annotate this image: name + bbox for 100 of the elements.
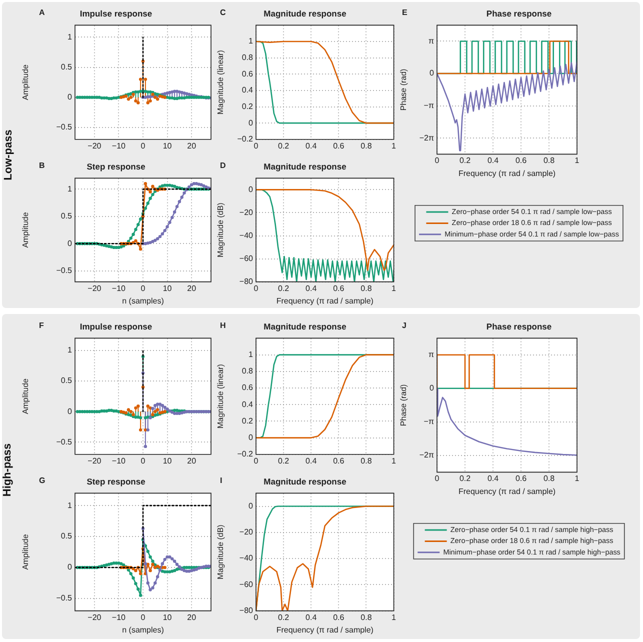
- x-tick-label: 0.6: [515, 156, 528, 166]
- y-axis-title: Magnitude (dB): [216, 524, 226, 580]
- y-axis-title: Magnitude (linear): [216, 364, 226, 429]
- y-tick-label: −20: [239, 528, 254, 537]
- y-tick-label: π: [428, 350, 434, 360]
- x-tick-label: 0.4: [306, 456, 318, 466]
- y-tick-label: 1: [68, 500, 73, 510]
- x-tick-label: 0: [140, 456, 146, 466]
- y-tick-label: 0.4: [242, 86, 254, 95]
- y-tick-label: −0.2: [237, 450, 254, 459]
- x-axis-title: Frequency (π rad / sample): [458, 486, 556, 496]
- x-tick-label: −10: [112, 456, 126, 466]
- chart-title: Impulse response: [80, 8, 152, 18]
- x-tick-label: 0.8: [360, 456, 372, 466]
- y-tick-label: −0.5: [56, 437, 73, 446]
- x-tick-label: 1: [574, 156, 580, 166]
- y-tick-label: 0.5: [60, 376, 73, 386]
- x-tick-label: 0.8: [543, 156, 556, 166]
- text: F: [39, 321, 44, 330]
- y-axis-title: Magnitude (linear): [216, 50, 226, 115]
- y-tick-label: 0: [68, 238, 73, 248]
- text: I: [220, 476, 222, 485]
- y-axis-title: Amplitude: [21, 378, 30, 414]
- y-tick-label: 0.6: [242, 383, 254, 392]
- y-axis-title: Amplitude: [21, 534, 30, 570]
- y-axis-title: Magnitude (dB): [216, 202, 226, 258]
- x-tick-label: 0.6: [333, 612, 345, 622]
- x-tick-label: 0.4: [487, 474, 500, 484]
- x-tick-label: 0.4: [306, 284, 318, 293]
- y-tick-label: π: [428, 36, 434, 46]
- x-tick-label: 0.6: [333, 141, 345, 150]
- text: D: [220, 161, 226, 170]
- y-tick-label: 0.8: [242, 366, 254, 376]
- chart-title: Phase response: [486, 321, 552, 332]
- y-tick-label: 0: [68, 562, 73, 572]
- y-tick-label: 0: [430, 68, 435, 78]
- x-tick-label: 20: [187, 456, 197, 466]
- text: G: [39, 476, 46, 485]
- y-tick-label: −0.5: [56, 122, 73, 132]
- y-tick-label: 0: [68, 92, 73, 102]
- x-tick-label: −10: [112, 141, 126, 150]
- chart-title: Magnitude response: [264, 321, 347, 332]
- x-axis-title: Frequency (π rad / sample): [458, 168, 556, 178]
- chart-title: Step response: [86, 161, 146, 172]
- y-tick-label: 1: [248, 350, 254, 360]
- x-tick-label: 0.4: [306, 141, 318, 150]
- x-tick-label: 10: [162, 284, 172, 293]
- y-tick-label: −60: [239, 580, 254, 589]
- y-tick-label: −80: [239, 606, 254, 616]
- x-tick-label: 1: [392, 456, 397, 466]
- x-tick-label: 0.4: [487, 156, 500, 166]
- text: E: [402, 8, 408, 17]
- y-tick-label: 0.5: [60, 532, 73, 541]
- x-axis-title: Frequency (π rad / sample): [276, 625, 374, 634]
- x-tick-label: 0.2: [278, 141, 290, 150]
- y-tick-label: 1: [248, 36, 254, 46]
- x-tick-label: 0: [140, 141, 146, 150]
- x-tick-label: 0.8: [543, 474, 556, 484]
- y-axis-title: Amplitude: [21, 64, 30, 100]
- text: A: [39, 8, 45, 17]
- x-tick-label: −10: [112, 284, 126, 293]
- text: B: [39, 161, 45, 170]
- y-tick-label: 0.8: [242, 53, 254, 62]
- y-axis-title: Phase (rad): [399, 68, 408, 111]
- y-tick-label: −20: [239, 208, 254, 217]
- y-tick-label: −40: [239, 230, 254, 240]
- x-tick-label: 0: [140, 284, 146, 293]
- x-tick-label: 1: [574, 474, 580, 484]
- y-axis-title: Amplitude: [21, 212, 30, 248]
- x-tick-label: 1: [392, 284, 397, 293]
- chart-title: Magnitude response: [264, 161, 347, 172]
- x-tick-label: 0.6: [333, 456, 345, 466]
- chart-title: Magnitude response: [264, 8, 347, 18]
- x-tick-label: 0.2: [278, 612, 290, 622]
- y-tick-label: 0.2: [242, 102, 254, 111]
- y-tick-label: 0: [68, 406, 73, 416]
- y-tick-label: 0.5: [60, 212, 73, 221]
- y-tick-label: −80: [239, 277, 254, 286]
- chart-title: Step response: [86, 476, 146, 486]
- x-tick-label: 20: [187, 141, 197, 150]
- y-axis-title: Phase (rad): [399, 384, 408, 426]
- y-tick-label: −0.5: [56, 594, 73, 603]
- y-tick-label: 0: [430, 384, 435, 393]
- x-tick-label: 0.8: [360, 284, 372, 293]
- y-tick-label: −0.5: [56, 266, 73, 276]
- x-tick-label: −20: [88, 456, 102, 466]
- x-axis-title: n (samples): [122, 625, 164, 634]
- x-tick-label: −10: [112, 612, 126, 622]
- y-tick-label: 0.2: [242, 416, 254, 426]
- y-tick-label: −π: [424, 417, 434, 426]
- y-tick-label: 0: [248, 433, 254, 442]
- y-tick-label: 0.5: [60, 62, 73, 72]
- x-tick-label: 0: [140, 612, 146, 622]
- x-tick-label: 0.6: [515, 474, 528, 484]
- y-tick-label: 1: [68, 32, 73, 42]
- x-tick-label: 20: [187, 284, 197, 293]
- x-tick-label: −20: [88, 141, 102, 150]
- x-tick-label: 10: [162, 141, 172, 150]
- chart-title: Impulse response: [80, 321, 152, 332]
- y-tick-label: 0.6: [242, 69, 254, 78]
